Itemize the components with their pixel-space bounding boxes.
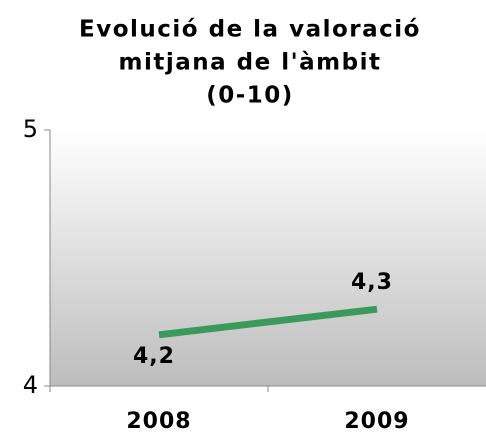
data-line xyxy=(158,305,378,339)
chart-title: Evolució de la valoració xyxy=(79,17,421,43)
chart-title: (0-10) xyxy=(206,83,294,109)
y-tick-label: 4 xyxy=(23,371,38,399)
y-tick-label: 5 xyxy=(23,115,38,143)
x-tick-label: 2009 xyxy=(344,409,409,434)
data-label: 4,3 xyxy=(351,270,393,295)
chart-title: mitjana de l'àmbit xyxy=(119,50,382,76)
plot-area xyxy=(50,130,486,386)
data-label: 4,2 xyxy=(133,344,175,369)
x-tick-label: 2008 xyxy=(126,409,191,434)
